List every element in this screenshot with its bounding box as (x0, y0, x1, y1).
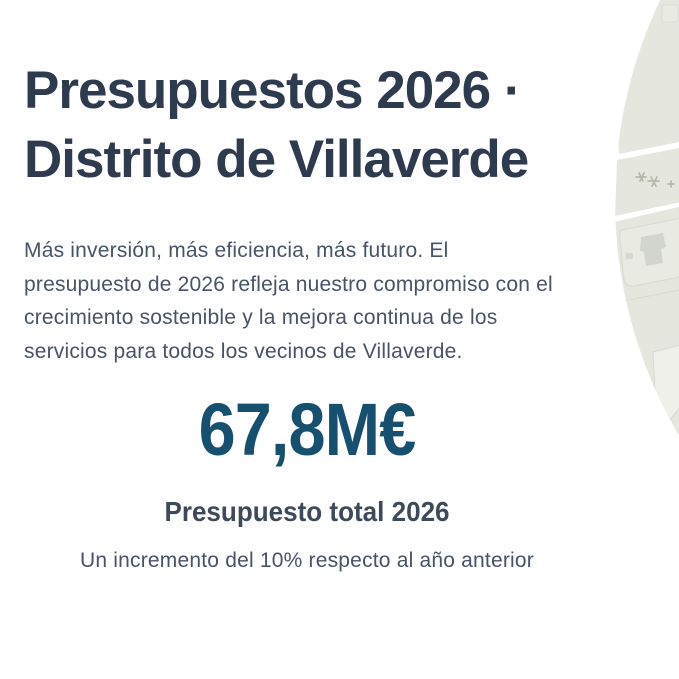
budget-total-label: Presupuesto total 2026 (164, 496, 450, 527)
hero-description: Más inversión, más eficiencia, más futur… (24, 239, 553, 363)
map-block (615, 202, 679, 470)
map-building (626, 253, 633, 259)
map-block (615, 0, 679, 154)
map-block (615, 144, 679, 216)
map-building (661, 4, 679, 23)
map-boundary-line (616, 285, 679, 303)
map-building (640, 233, 666, 266)
budget-total-value: 67,8M€ (198, 388, 417, 471)
map-parcel-outline (619, 218, 679, 287)
map-tree-icon (635, 172, 675, 188)
budget-increase-note: Un incremento del 10% respecto al año an… (80, 549, 534, 572)
map-parcel-pale (652, 343, 679, 423)
map-roads-base (615, 0, 679, 500)
page-title: Presupuestos 2026 · Distrito de Villaver… (24, 61, 529, 189)
